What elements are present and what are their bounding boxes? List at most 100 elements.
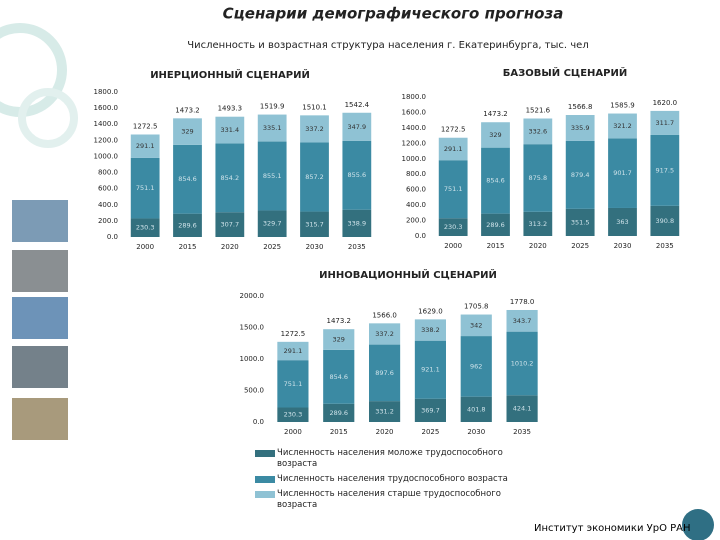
legend-swatch: [255, 476, 275, 483]
segment-label: 315.7: [305, 220, 324, 228]
bar-segment: [506, 395, 538, 422]
y-tick-label: 1800.0: [94, 88, 119, 96]
y-tick-label: 600.0: [406, 186, 426, 194]
bar-segment: [523, 211, 553, 236]
segment-label: 347.9: [348, 123, 367, 131]
total-label: 1272.5: [441, 126, 466, 134]
segment-label: 401.8: [467, 405, 486, 413]
x-tick-label: 2025: [571, 242, 589, 250]
x-tick-label: 2020: [221, 243, 239, 251]
segment-label: 338.2: [421, 326, 440, 334]
x-tick-label: 2020: [529, 242, 547, 250]
x-tick-label: 2000: [284, 428, 302, 436]
segment-label: 307.7: [221, 221, 240, 229]
y-tick-label: 200.0: [98, 217, 118, 225]
x-tick-label: 2015: [330, 428, 348, 436]
x-tick-label: 2020: [376, 428, 394, 436]
slide-title: Сценарии демографического прогноза: [223, 5, 564, 23]
bar-segment: [323, 403, 355, 422]
bar-segment: [565, 115, 595, 141]
bar-segment: [523, 144, 553, 212]
x-tick-label: 2035: [348, 243, 366, 251]
bar-segment: [130, 218, 160, 237]
segment-label: 291.1: [284, 347, 303, 355]
bar-segment: [565, 208, 595, 236]
footer: Институт экономики УрО РАН: [534, 523, 691, 534]
segment-label: 291.1: [136, 142, 155, 150]
x-tick-label: 2030: [467, 428, 485, 436]
bar-segment: [342, 140, 372, 210]
segment-label: 291.1: [444, 145, 463, 153]
bar-segment: [506, 309, 538, 332]
bar-segment: [173, 213, 202, 237]
y-tick-label: 600.0: [98, 185, 118, 193]
bar-segment: [650, 205, 680, 236]
segment-label: 343.7: [513, 317, 532, 325]
segment-label: 854.2: [221, 174, 240, 182]
segment-label: 857.2: [305, 173, 324, 181]
x-tick-label: 2035: [513, 428, 531, 436]
photo: [12, 200, 68, 242]
x-tick-label: 2000: [136, 243, 154, 251]
total-label: 1519.9: [260, 103, 285, 111]
total-label: 1473.2: [483, 110, 508, 118]
bar-segment: [414, 398, 446, 422]
bar-segment: [608, 113, 637, 139]
bar-segment: [438, 218, 468, 236]
segment-label: 390.8: [656, 217, 675, 225]
total-label: 1473.2: [175, 106, 200, 114]
legend-swatch: [255, 450, 275, 457]
bar-segment: [323, 349, 355, 404]
segment-label: 424.1: [513, 405, 532, 413]
legend-item: Численность населения старше трудоспособ…: [255, 489, 515, 511]
segment-label: 331.2: [375, 408, 394, 416]
total-label: 1493.3: [218, 105, 243, 113]
legend-item: Численность населения моложе трудоспособ…: [255, 448, 515, 470]
y-tick-label: 1800.0: [402, 93, 427, 101]
x-tick-label: 2015: [487, 242, 505, 250]
bar-segment: [277, 341, 309, 361]
bar-segment: [523, 118, 553, 145]
y-tick-label: 0.0: [415, 232, 426, 240]
y-tick-label: 1000.0: [402, 155, 427, 163]
segment-label: 363: [616, 218, 628, 226]
legend-item: Численность населения трудоспособного во…: [255, 474, 515, 485]
segment-label: 854.6: [486, 177, 505, 185]
segment-label: 335.9: [571, 124, 590, 132]
bar-segment: [300, 211, 329, 237]
bar-segment: [414, 319, 446, 341]
segment-label: 855.6: [348, 171, 367, 179]
segment-label: 751.1: [136, 184, 155, 192]
total-label: 1705.8: [464, 303, 489, 311]
bar-segment: [215, 212, 245, 237]
x-tick-label: 2035: [656, 242, 674, 250]
x-tick-label: 2030: [306, 243, 324, 251]
y-tick-label: 1400.0: [94, 120, 119, 128]
y-tick-label: 1200.0: [402, 139, 427, 147]
segment-label: 289.6: [329, 409, 348, 417]
segment-label: 751.1: [284, 380, 303, 388]
bar-segment: [460, 336, 492, 397]
chart-title: ИННОВАЦИОННЫЙ СЦЕНАРИЙ: [319, 268, 497, 281]
legend-label: Численность населения трудоспособного во…: [277, 474, 508, 484]
segment-label: 289.6: [178, 221, 197, 229]
total-label: 1510.1: [302, 103, 327, 111]
segment-label: 313.2: [529, 220, 548, 228]
segment-label: 854.6: [329, 373, 348, 381]
total-label: 1473.2: [327, 317, 352, 325]
total-label: 1272.5: [281, 330, 306, 338]
segment-label: 897.6: [375, 369, 394, 377]
segment-label: 230.3: [136, 224, 155, 232]
bar-segment: [300, 115, 329, 143]
segment-label: 311.7: [656, 119, 675, 127]
y-tick-label: 1600.0: [402, 108, 427, 116]
total-label: 1620.0: [653, 99, 678, 107]
bar-segment: [565, 140, 595, 209]
y-tick-label: 200.0: [406, 217, 426, 225]
x-tick-label: 2025: [263, 243, 281, 251]
bar-segment: [173, 118, 202, 145]
photo: [12, 398, 68, 440]
bar-segment: [506, 331, 538, 396]
y-tick-label: 1600.0: [94, 104, 119, 112]
chart-title: БАЗОВЫЙ СЦЕНАРИЙ: [503, 66, 627, 79]
